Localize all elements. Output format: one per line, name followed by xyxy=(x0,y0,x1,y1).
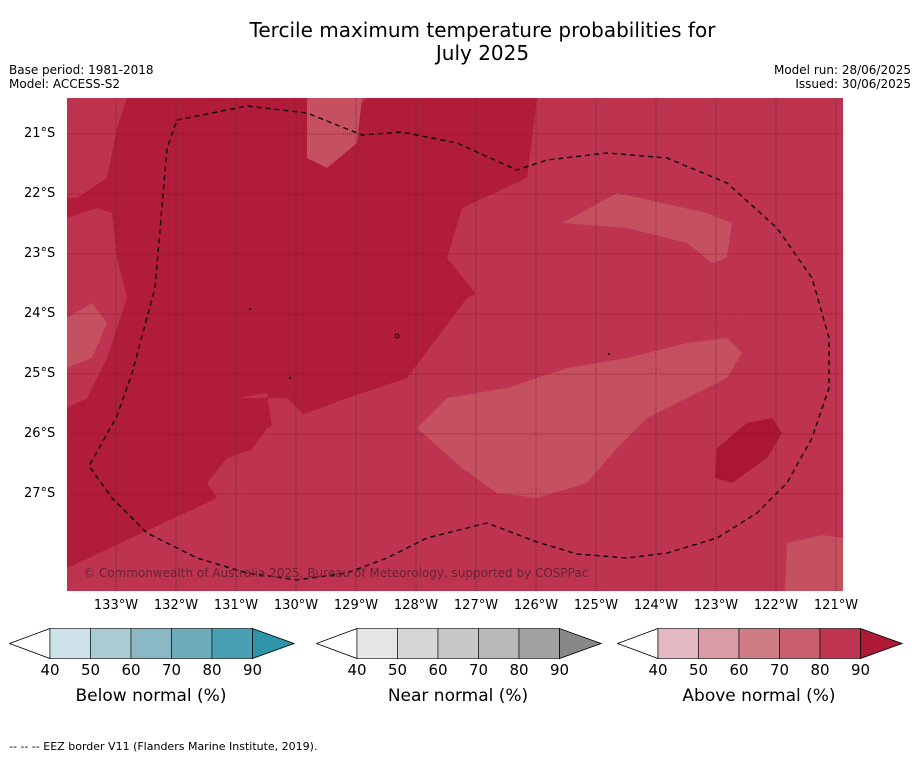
colorbar-tick-label: 90 xyxy=(242,661,263,679)
colorbar-bin xyxy=(738,628,780,659)
title-line-1: Tercile maximum temperature probabilitie… xyxy=(249,18,716,42)
colorbar-lower-extend xyxy=(316,628,358,660)
colorbar-upper-extend xyxy=(860,628,903,660)
island-marker xyxy=(608,353,610,355)
island-marker xyxy=(289,377,291,379)
colorbar-lower-extend xyxy=(617,628,659,660)
colorbar-upper-extend xyxy=(559,628,602,660)
model-name: Model: ACCESS-S2 xyxy=(9,77,121,91)
colorbar-tick-label: 50 xyxy=(80,661,101,679)
colorbar-upper-extend xyxy=(252,628,295,660)
probability-map: © Commonwealth of Australia 2025, Bureau… xyxy=(67,98,843,591)
title-line-2: July 2025 xyxy=(435,41,530,65)
map-region-mid-top-left xyxy=(67,98,127,198)
eez-footnote: -- -- -- EEZ border V11 (Flanders Marine… xyxy=(9,740,318,753)
colorbar-bin xyxy=(437,628,479,659)
colorbar-bin xyxy=(356,628,398,659)
lat-label: 23°S xyxy=(24,246,56,261)
colorbar-tick-label: 70 xyxy=(769,661,790,679)
lat-label: 25°S xyxy=(24,366,56,381)
colorbar-tick-label: 60 xyxy=(729,661,749,679)
base-period: Base period: 1981-2018 xyxy=(9,63,154,77)
lat-label: 22°S xyxy=(24,186,56,201)
colorbar-bin xyxy=(130,628,172,659)
colorbar-bin xyxy=(49,628,91,659)
map-region-mid-centre xyxy=(207,393,307,498)
colorbar-1 xyxy=(316,628,602,660)
colorbar-lower-extend xyxy=(9,628,51,660)
model-run: Model run: 28/06/2025 xyxy=(773,63,911,77)
colorbar-bin xyxy=(211,628,253,659)
colorbar-tick-label: 90 xyxy=(549,661,570,679)
colorbar-2 xyxy=(617,628,903,660)
colorbar-tick-label: 70 xyxy=(468,661,489,679)
map-svg xyxy=(67,98,843,591)
map-region-low-west xyxy=(67,303,107,368)
map-region-low-top xyxy=(307,98,362,168)
colorbar-bin xyxy=(478,628,520,659)
lon-label: 126°W xyxy=(513,598,559,613)
island-marker xyxy=(249,308,251,310)
lon-label: 127°W xyxy=(453,598,499,613)
colorbar-0 xyxy=(9,628,295,660)
colorbar-bin xyxy=(90,628,132,659)
meta-left: Base period: 1981-2018 Model: ACCESS-S2 xyxy=(9,63,154,91)
lat-label: 26°S xyxy=(24,426,56,441)
lon-label: 132°W xyxy=(153,598,199,613)
lon-label: 123°W xyxy=(693,598,739,613)
colorbar-tick-label: 60 xyxy=(428,661,448,679)
lon-label: 130°W xyxy=(273,598,319,613)
colorbar-bin xyxy=(779,628,821,659)
colorbar-bin xyxy=(171,628,213,659)
lat-label: 24°S xyxy=(24,306,56,321)
colorbar-label: Near normal (%) xyxy=(387,686,529,706)
colorbar-label: Above normal (%) xyxy=(682,686,836,706)
lat-label: 21°S xyxy=(24,126,56,141)
colorbar-tick-label: 80 xyxy=(509,661,529,679)
map-gridlines xyxy=(67,98,843,591)
colorbar-tick-label: 80 xyxy=(202,661,222,679)
lon-label: 121°W xyxy=(813,598,859,613)
colorbar-tick-label: 80 xyxy=(810,661,830,679)
lon-label: 129°W xyxy=(333,598,379,613)
colorbar-tick-label: 50 xyxy=(688,661,709,679)
lat-label: 27°S xyxy=(24,486,56,501)
lon-label: 133°W xyxy=(93,598,139,613)
lon-label: 131°W xyxy=(213,598,259,613)
lon-label: 122°W xyxy=(753,598,799,613)
colorbar-tick-label: 70 xyxy=(161,661,182,679)
meta-right: Model run: 28/06/2025 Issued: 30/06/2025 xyxy=(774,63,911,91)
colorbar-bin xyxy=(518,628,560,659)
copyright-text: © Commonwealth of Australia 2025, Bureau… xyxy=(83,566,589,580)
colorbar-bin xyxy=(698,628,740,659)
colorbar-label: Below normal (%) xyxy=(75,686,227,706)
map-region-low-north xyxy=(562,193,732,263)
colorbar-bin xyxy=(819,628,861,659)
colorbar-bin xyxy=(657,628,699,659)
lon-label: 125°W xyxy=(573,598,619,613)
colorbar-tick-label: 40 xyxy=(648,661,668,679)
colorbar-tick-label: 60 xyxy=(121,661,141,679)
map-title: Tercile maximum temperature probabilitie… xyxy=(200,19,765,65)
lon-label: 124°W xyxy=(633,598,679,613)
issued-date: Issued: 30/06/2025 xyxy=(795,77,911,91)
island-marker xyxy=(394,333,400,339)
map-region-low-corner xyxy=(785,535,843,591)
lon-label: 128°W xyxy=(393,598,439,613)
eez-border xyxy=(88,105,830,581)
colorbar-tick-label: 90 xyxy=(850,661,871,679)
colorbar-tick-label: 40 xyxy=(347,661,367,679)
colorbar-tick-label: 50 xyxy=(387,661,408,679)
colorbar-tick-label: 40 xyxy=(40,661,60,679)
map-region-low-east xyxy=(417,338,742,498)
colorbar-bin xyxy=(397,628,439,659)
